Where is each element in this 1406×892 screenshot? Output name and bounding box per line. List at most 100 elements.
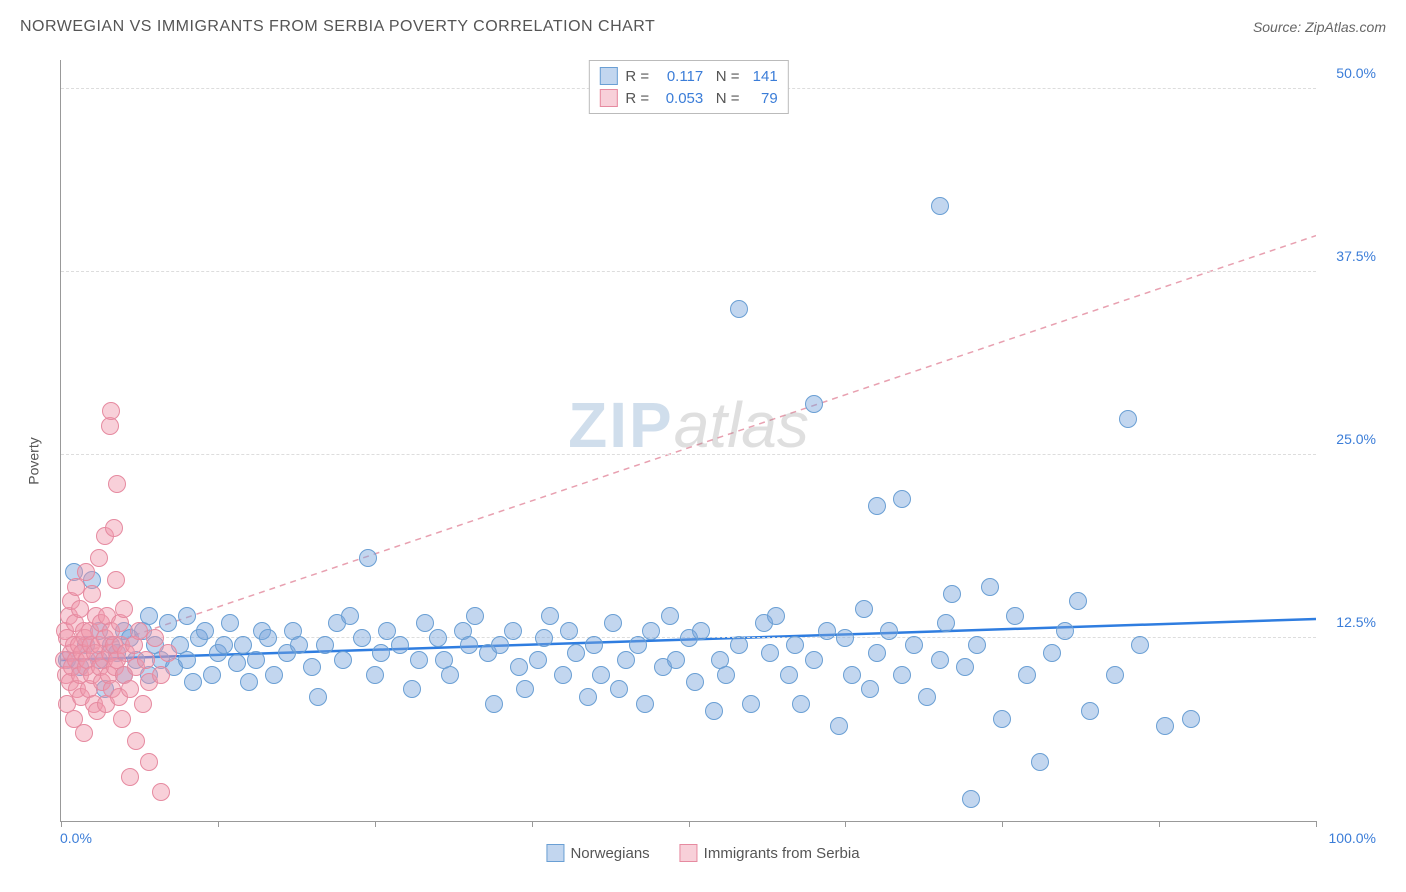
- data-point: [90, 549, 108, 567]
- stats-text: R = 0.053 N = 79: [625, 90, 777, 107]
- data-point: [818, 622, 836, 640]
- data-point: [316, 636, 334, 654]
- legend-swatch: [680, 844, 698, 862]
- data-point: [1131, 636, 1149, 654]
- legend-swatch: [599, 89, 617, 107]
- x-axis-max-label: 100.0%: [1329, 830, 1376, 846]
- data-point: [629, 636, 647, 654]
- x-axis-min-label: 0.0%: [60, 830, 92, 846]
- x-tick: [845, 821, 846, 827]
- data-point: [159, 614, 177, 632]
- data-point: [541, 607, 559, 625]
- y-axis-label: Poverty: [26, 437, 42, 484]
- data-point: [1106, 666, 1124, 684]
- series-legend: Norwegians Immigrants from Serbia: [546, 844, 859, 862]
- data-point: [83, 585, 101, 603]
- data-point: [303, 658, 321, 676]
- data-point: [71, 600, 89, 618]
- data-point: [962, 790, 980, 808]
- data-point: [113, 710, 131, 728]
- data-point: [108, 475, 126, 493]
- data-point: [786, 636, 804, 654]
- data-point: [107, 571, 125, 589]
- data-point: [127, 732, 145, 750]
- data-point: [1081, 702, 1099, 720]
- data-point: [334, 651, 352, 669]
- data-point: [178, 607, 196, 625]
- y-tick-label: 25.0%: [1336, 431, 1376, 447]
- data-point: [1056, 622, 1074, 640]
- data-point: [579, 688, 597, 706]
- data-point: [184, 673, 202, 691]
- data-point: [491, 636, 509, 654]
- data-point: [686, 673, 704, 691]
- data-point: [667, 651, 685, 669]
- legend-swatch: [599, 67, 617, 85]
- y-tick-label: 50.0%: [1336, 65, 1376, 81]
- data-point: [1043, 644, 1061, 662]
- trend-line: [61, 236, 1316, 660]
- data-point: [767, 607, 785, 625]
- data-point: [77, 563, 95, 581]
- data-point: [861, 680, 879, 698]
- data-point: [805, 651, 823, 669]
- data-point: [75, 724, 93, 742]
- data-point: [705, 702, 723, 720]
- data-point: [403, 680, 421, 698]
- data-point: [152, 666, 170, 684]
- data-point: [868, 497, 886, 515]
- stats-text: R = 0.117 N = 141: [625, 68, 777, 85]
- data-point: [265, 666, 283, 684]
- data-point: [485, 695, 503, 713]
- watermark-atlas: atlas: [674, 389, 809, 461]
- data-point: [178, 651, 196, 669]
- data-point: [937, 614, 955, 632]
- data-point: [215, 636, 233, 654]
- data-point: [567, 644, 585, 662]
- data-point: [742, 695, 760, 713]
- x-tick: [1159, 821, 1160, 827]
- x-tick: [218, 821, 219, 827]
- watermark-zip: ZIP: [568, 389, 674, 461]
- data-point: [309, 688, 327, 706]
- data-point: [610, 680, 628, 698]
- legend-item: Immigrants from Serbia: [680, 844, 860, 862]
- x-tick: [375, 821, 376, 827]
- data-point: [146, 629, 164, 647]
- data-point: [1069, 592, 1087, 610]
- data-point: [636, 695, 654, 713]
- data-point: [1119, 410, 1137, 428]
- data-point: [152, 783, 170, 801]
- legend-swatch: [546, 844, 564, 862]
- data-point: [102, 402, 120, 420]
- data-point: [661, 607, 679, 625]
- data-point: [359, 549, 377, 567]
- data-point: [221, 614, 239, 632]
- data-point: [880, 622, 898, 640]
- data-point: [234, 636, 252, 654]
- data-point: [642, 622, 660, 640]
- legend-item: Norwegians: [546, 844, 649, 862]
- data-point: [968, 636, 986, 654]
- data-point: [560, 622, 578, 640]
- legend-label: Immigrants from Serbia: [704, 845, 860, 862]
- data-point: [1018, 666, 1036, 684]
- data-point: [730, 300, 748, 318]
- data-point: [416, 614, 434, 632]
- data-point: [981, 578, 999, 596]
- data-point: [516, 680, 534, 698]
- data-point: [1031, 753, 1049, 771]
- data-point: [196, 622, 214, 640]
- data-point: [441, 666, 459, 684]
- data-point: [372, 644, 390, 662]
- data-point: [905, 636, 923, 654]
- data-point: [203, 666, 221, 684]
- plot-area: ZIPatlas R = 0.117 N = 141 R = 0.053 N = …: [60, 60, 1316, 822]
- data-point: [121, 768, 139, 786]
- trend-lines: [61, 60, 1316, 821]
- y-tick-label: 12.5%: [1336, 614, 1376, 630]
- data-point: [121, 680, 139, 698]
- data-point: [918, 688, 936, 706]
- data-point: [780, 666, 798, 684]
- data-point: [730, 636, 748, 654]
